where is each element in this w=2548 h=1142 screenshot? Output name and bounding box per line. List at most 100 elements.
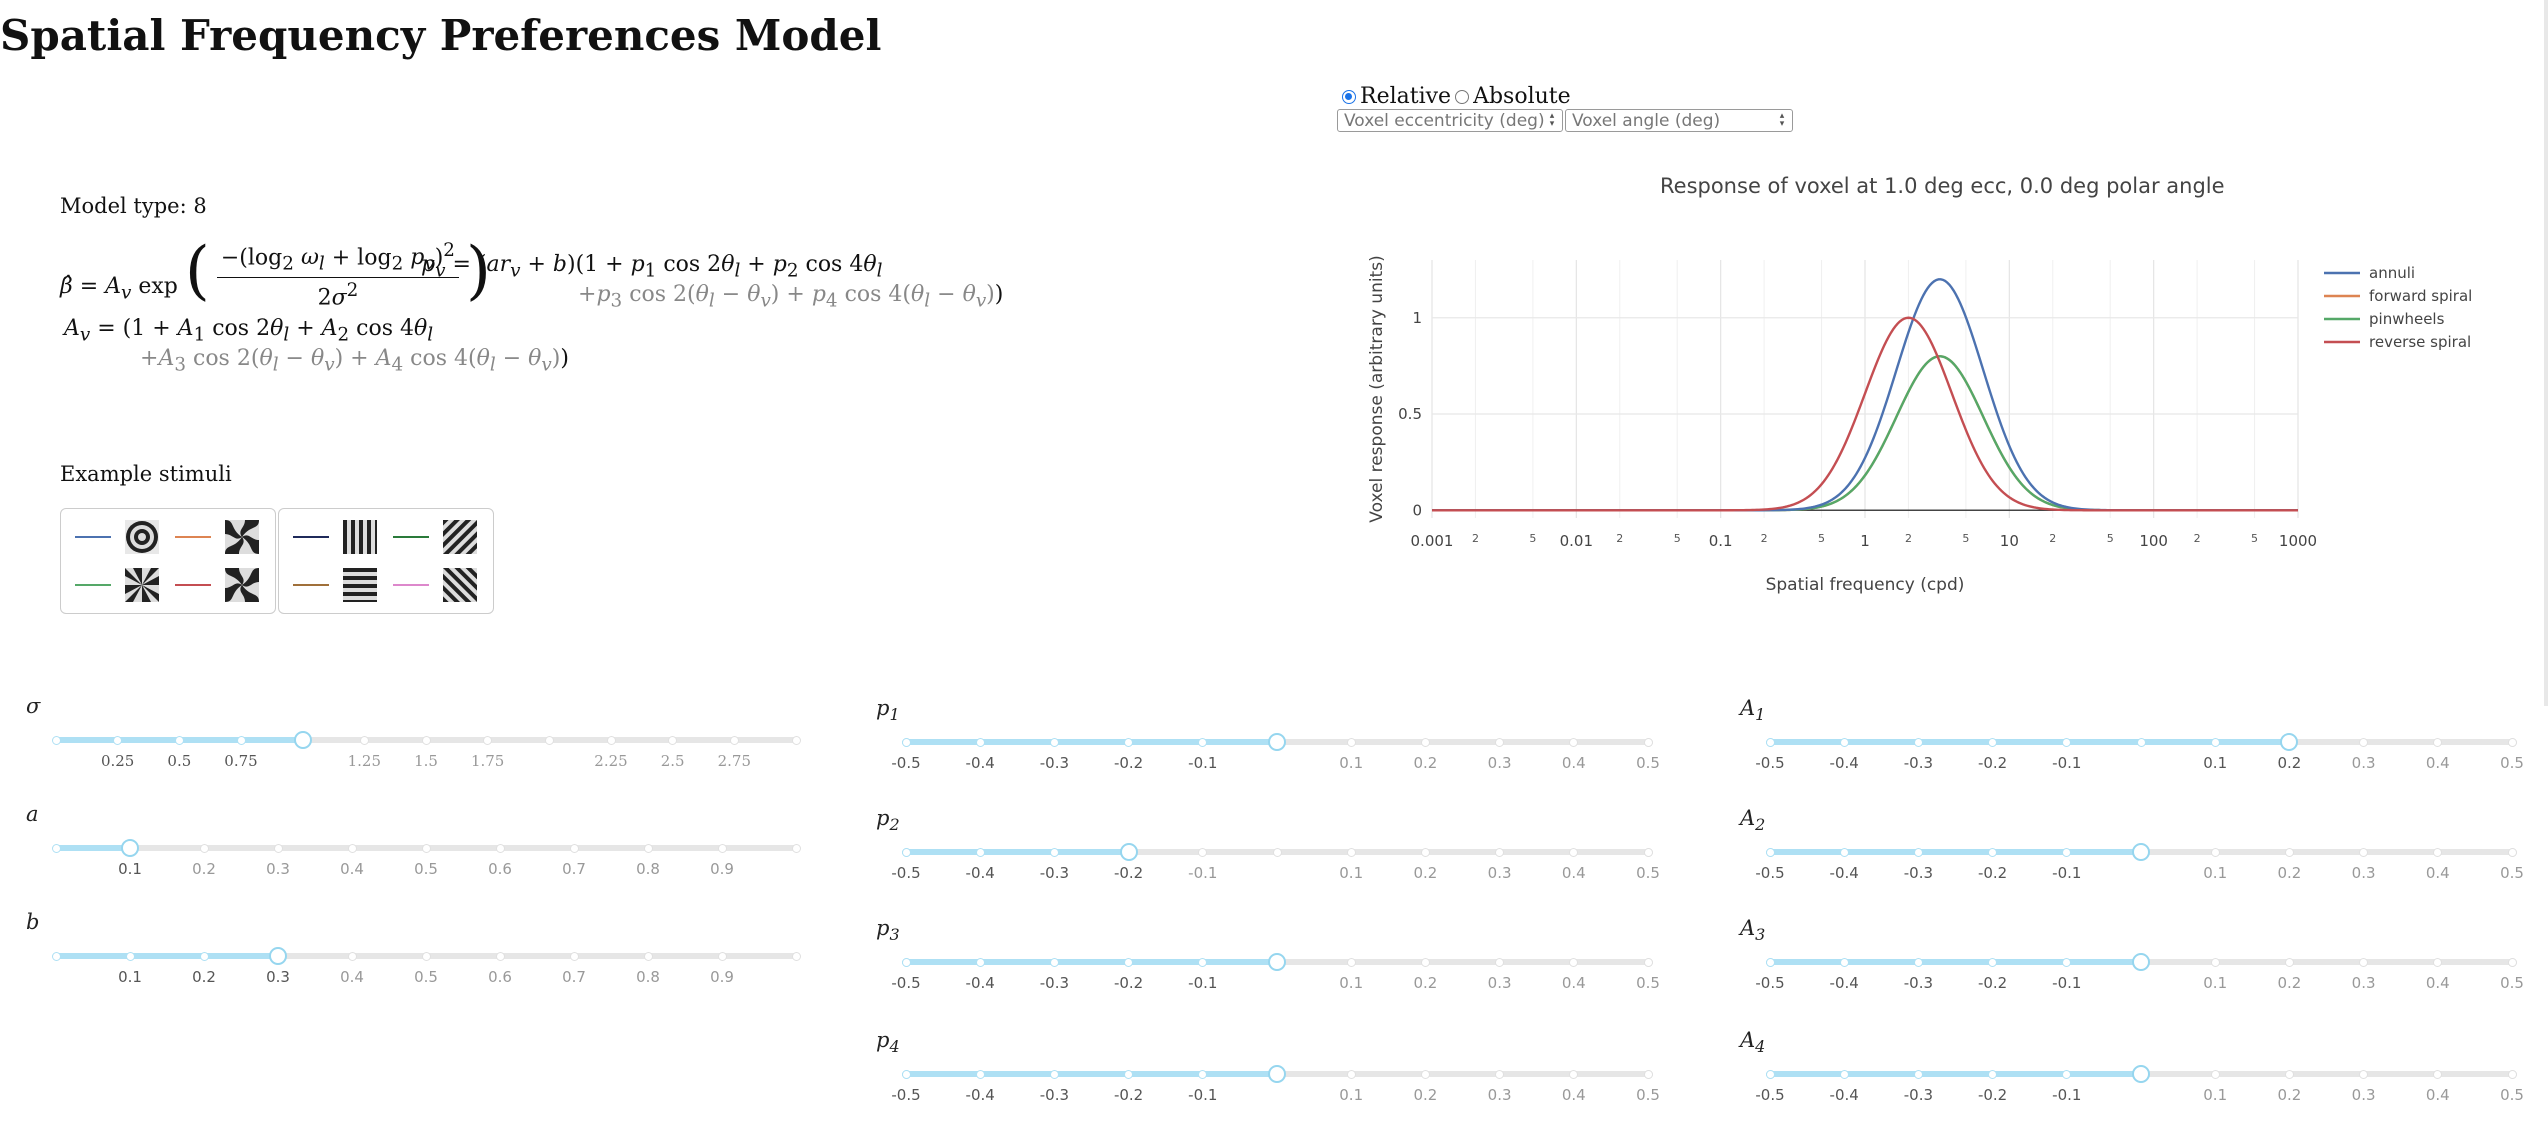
slider-dot[interactable] [1643, 847, 1653, 857]
slider-dot[interactable] [668, 735, 678, 745]
slider-dot[interactable] [901, 1069, 911, 1079]
slider-dot[interactable] [1495, 1069, 1505, 1079]
slider-dot[interactable] [125, 951, 135, 961]
slider-handle-A3[interactable] [2132, 953, 2150, 971]
slider-dot[interactable] [1913, 1069, 1923, 1079]
slider-dot[interactable] [2433, 737, 2443, 747]
slider-dot[interactable] [2507, 1069, 2517, 1079]
slider-dot[interactable] [1765, 847, 1775, 857]
slider-dot[interactable] [1124, 1069, 1134, 1079]
slider-dot[interactable] [2284, 1069, 2294, 1079]
slider-dot[interactable] [1839, 1069, 1849, 1079]
slider-dot[interactable] [1839, 737, 1849, 747]
slider-dot[interactable] [901, 737, 911, 747]
slider-dot[interactable] [2359, 847, 2369, 857]
slider-dot[interactable] [1569, 1069, 1579, 1079]
slider-dot[interactable] [2136, 737, 2146, 747]
slider-dot[interactable] [2507, 847, 2517, 857]
slider-dot[interactable] [1643, 1069, 1653, 1079]
slider-handle-a[interactable] [121, 839, 139, 857]
slider-dot[interactable] [1495, 737, 1505, 747]
slider-dot[interactable] [729, 735, 739, 745]
slider-dot[interactable] [569, 951, 579, 961]
slider-dot[interactable] [975, 957, 985, 967]
slider-dot[interactable] [2210, 737, 2220, 747]
eccentricity-input[interactable]: Voxel eccentricity (deg) ▴ ▾ [1337, 109, 1563, 132]
slider-dot[interactable] [544, 735, 554, 745]
slider-dot[interactable] [1346, 957, 1356, 967]
slider-dot[interactable] [1346, 737, 1356, 747]
slider-dot[interactable] [1569, 847, 1579, 857]
slider-dot[interactable] [1913, 847, 1923, 857]
slider-handle-p2[interactable] [1119, 843, 1138, 861]
slider-dot[interactable] [495, 843, 505, 853]
relative-radio[interactable]: Relative [1342, 84, 1451, 109]
slider-dot[interactable] [1049, 957, 1059, 967]
slider-handle-p3[interactable] [1268, 953, 1286, 971]
slider-dot[interactable] [1913, 737, 1923, 747]
slider-dot[interactable] [1124, 957, 1134, 967]
slider-handle-A1[interactable] [2280, 733, 2299, 751]
slider-dot[interactable] [1988, 957, 1998, 967]
legend-item-annuli[interactable]: annuli [2324, 264, 2415, 282]
slider-dot[interactable] [901, 847, 911, 857]
chart-legend[interactable]: annuli forward spiral pinwheels reverse spi… [2324, 264, 2472, 351]
absolute-radio[interactable]: Absolute [1455, 84, 1571, 109]
slider-dot[interactable] [2359, 737, 2369, 747]
legend-item-reverse-spiral[interactable]: reverse spiral [2324, 333, 2471, 351]
slider-dot[interactable] [1346, 1069, 1356, 1079]
slider-dot[interactable] [1988, 1069, 1998, 1079]
slider-dot[interactable] [2062, 957, 2072, 967]
slider-dot[interactable] [1124, 737, 1134, 747]
angle-input[interactable]: Voxel angle (deg) ▴ ▾ [1565, 109, 1793, 132]
slider-dot[interactable] [2062, 1069, 2072, 1079]
slider-dot[interactable] [1420, 847, 1430, 857]
slider-dot[interactable] [1839, 957, 1849, 967]
slider-dot[interactable] [1569, 957, 1579, 967]
slider-dot[interactable] [1049, 847, 1059, 857]
slider-dot[interactable] [1569, 737, 1579, 747]
slider-dot[interactable] [51, 951, 61, 961]
slider-dot[interactable] [199, 951, 209, 961]
slider-handle-p4[interactable] [1268, 1065, 1286, 1083]
slider-dot[interactable] [717, 843, 727, 853]
slider-dot[interactable] [1765, 737, 1775, 747]
slider-dot[interactable] [1346, 847, 1356, 857]
slider-dot[interactable] [273, 843, 283, 853]
slider-dot[interactable] [495, 951, 505, 961]
slider-dot[interactable] [1198, 957, 1208, 967]
slider-dot[interactable] [643, 843, 653, 853]
slider-dot[interactable] [2433, 847, 2443, 857]
slider-dot[interactable] [2433, 957, 2443, 967]
slider-dot[interactable] [1495, 957, 1505, 967]
slider-dot[interactable] [1643, 737, 1653, 747]
slider-dot[interactable] [717, 951, 727, 961]
slider-dot[interactable] [1420, 1069, 1430, 1079]
slider-dot[interactable] [643, 951, 653, 961]
legend-item-forward-spiral[interactable]: forward spiral [2324, 287, 2472, 305]
slider-handle-A4[interactable] [2132, 1065, 2150, 1083]
slider-dot[interactable] [347, 951, 357, 961]
slider-dot[interactable] [483, 735, 493, 745]
slider-dot[interactable] [2284, 957, 2294, 967]
legend-item-pinwheels[interactable]: pinwheels [2324, 310, 2445, 328]
slider-dot[interactable] [2210, 957, 2220, 967]
vertical-scrollbar[interactable] [2544, 0, 2548, 706]
slider-dot[interactable] [791, 951, 801, 961]
slider-dot[interactable] [421, 735, 431, 745]
slider-dot[interactable] [2062, 847, 2072, 857]
slider-dot[interactable] [606, 735, 616, 745]
relative-radio-button[interactable] [1342, 89, 1356, 104]
slider-dot[interactable] [1913, 957, 1923, 967]
slider-dot[interactable] [791, 735, 801, 745]
slider-dot[interactable] [1198, 1069, 1208, 1079]
slider-dot[interactable] [2284, 847, 2294, 857]
slider-dot[interactable] [975, 737, 985, 747]
slider-dot[interactable] [1420, 957, 1430, 967]
slider-dot[interactable] [1643, 957, 1653, 967]
slider-dot[interactable] [113, 735, 123, 745]
response-chart[interactable]: 0.001 2 5 0.01 2 5 0.1 2 5 1 2 5 10 2 5 100 2 5 1000 0 0.5 1 S… [1360, 230, 2480, 600]
slider-dot[interactable] [1420, 737, 1430, 747]
absolute-radio-button[interactable] [1455, 89, 1470, 104]
slider-dot[interactable] [1988, 737, 1998, 747]
